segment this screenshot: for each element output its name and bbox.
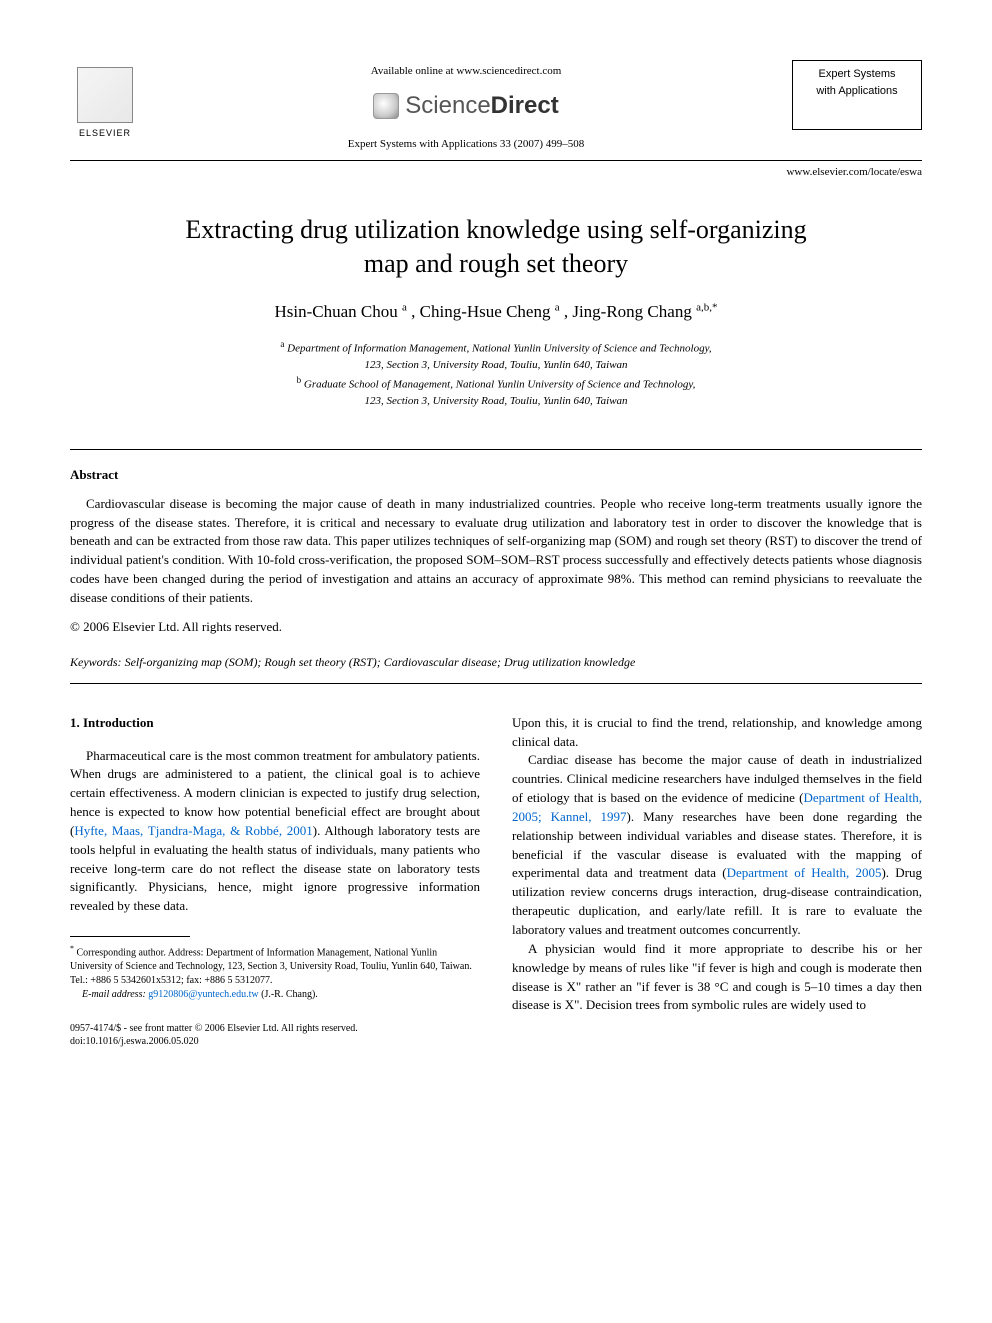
abstract-bottom-rule <box>70 683 922 684</box>
author-list: Hsin-Chuan Chou a , Ching-Hsue Cheng a ,… <box>70 300 922 324</box>
footnote-corr-text: Corresponding author. Address: Departmen… <box>70 947 472 986</box>
abstract-copyright: © 2006 Elsevier Ltd. All rights reserved… <box>70 618 922 636</box>
footnote-rule <box>70 936 190 937</box>
email-footnote: E-mail address: g9120806@yuntech.edu.tw … <box>70 988 480 1002</box>
right-column: Upon this, it is crucial to find the tre… <box>512 714 922 1049</box>
author-1: Hsin-Chuan Chou <box>275 302 403 321</box>
email-label: E-mail address: <box>82 989 146 1000</box>
available-online-text: Available online at www.sciencedirect.co… <box>140 64 792 79</box>
doi-line: doi:10.1016/j.eswa.2006.05.020 <box>70 1035 480 1048</box>
sciencedirect-icon <box>373 93 399 119</box>
author-3: , Jing-Rong Chang <box>564 302 696 321</box>
affil-b-text2: 123, Section 3, University Road, Touliu,… <box>364 395 627 407</box>
intro-right-p0: Upon this, it is crucial to find the tre… <box>512 714 922 752</box>
journal-box-line1: Expert Systems <box>818 67 895 82</box>
body-columns: 1. Introduction Pharmaceutical care is t… <box>70 714 922 1049</box>
affil-a-text: Department of Information Management, Na… <box>284 343 711 355</box>
intro-right-p2: A physician would find it more appropria… <box>512 940 922 1015</box>
intro-para-1: Pharmaceutical care is the most common t… <box>70 747 480 917</box>
left-column: 1. Introduction Pharmaceutical care is t… <box>70 714 480 1049</box>
affiliations: a Department of Information Management, … <box>70 338 922 409</box>
citation-hyfte[interactable]: Hyfte, Maas, Tjandra-Maga, & Robbé, 2001 <box>74 823 312 838</box>
abstract-top-rule <box>70 449 922 450</box>
corresponding-footnote: * Corresponding author. Address: Departm… <box>70 943 480 988</box>
abstract-heading: Abstract <box>70 466 922 484</box>
sciencedirect-prefix: Science <box>405 92 490 119</box>
keywords: Keywords: Self-organizing map (SOM); Rou… <box>70 654 922 671</box>
title-line1: Extracting drug utilization knowledge us… <box>185 215 806 244</box>
journal-url: www.elsevier.com/locate/eswa <box>70 165 922 180</box>
elsevier-tree-icon <box>77 67 133 123</box>
sciencedirect-suffix: Direct <box>491 92 559 119</box>
page-header: ELSEVIER Available online at www.science… <box>70 60 922 152</box>
author-1-affil: a <box>402 302 407 314</box>
journal-reference: Expert Systems with Applications 33 (200… <box>140 137 792 152</box>
affil-b-text: Graduate School of Management, National … <box>301 378 695 390</box>
abstract-body: Cardiovascular disease is becoming the m… <box>70 495 922 608</box>
elsevier-label: ELSEVIER <box>79 127 131 140</box>
sciencedirect-wordmark: ScienceDirect <box>405 89 558 123</box>
sciencedirect-logo: ScienceDirect <box>140 89 792 123</box>
author-2-affil: a <box>555 302 560 314</box>
header-center: Available online at www.sciencedirect.co… <box>140 60 792 152</box>
intro-heading: 1. Introduction <box>70 714 480 733</box>
abstract-paragraph: Cardiovascular disease is becoming the m… <box>70 495 922 608</box>
email-address[interactable]: g9120806@yuntech.edu.tw <box>146 989 259 1000</box>
author-3-affil: a,b,* <box>696 302 717 314</box>
journal-title-box: Expert Systems with Applications <box>792 60 922 130</box>
elsevier-logo: ELSEVIER <box>70 60 140 140</box>
header-rule <box>70 160 922 161</box>
intro-right-p1: Cardiac disease has become the major cau… <box>512 751 922 939</box>
email-tail: (J.-R. Chang). <box>259 989 318 1000</box>
title-line2: map and rough set theory <box>364 249 628 278</box>
issn-line: 0957-4174/$ - see front matter © 2006 El… <box>70 1022 480 1035</box>
bottom-meta: 0957-4174/$ - see front matter © 2006 El… <box>70 1022 480 1048</box>
journal-box-line2: with Applications <box>816 84 897 99</box>
author-2: , Ching-Hsue Cheng <box>411 302 555 321</box>
article-title: Extracting drug utilization knowledge us… <box>70 213 922 281</box>
keywords-text: Self-organizing map (SOM); Rough set the… <box>122 655 636 669</box>
affil-a-text2: 123, Section 3, University Road, Touliu,… <box>364 359 627 371</box>
citation-doh[interactable]: Department of Health, 2005 <box>727 865 882 880</box>
keywords-label: Keywords: <box>70 655 122 669</box>
